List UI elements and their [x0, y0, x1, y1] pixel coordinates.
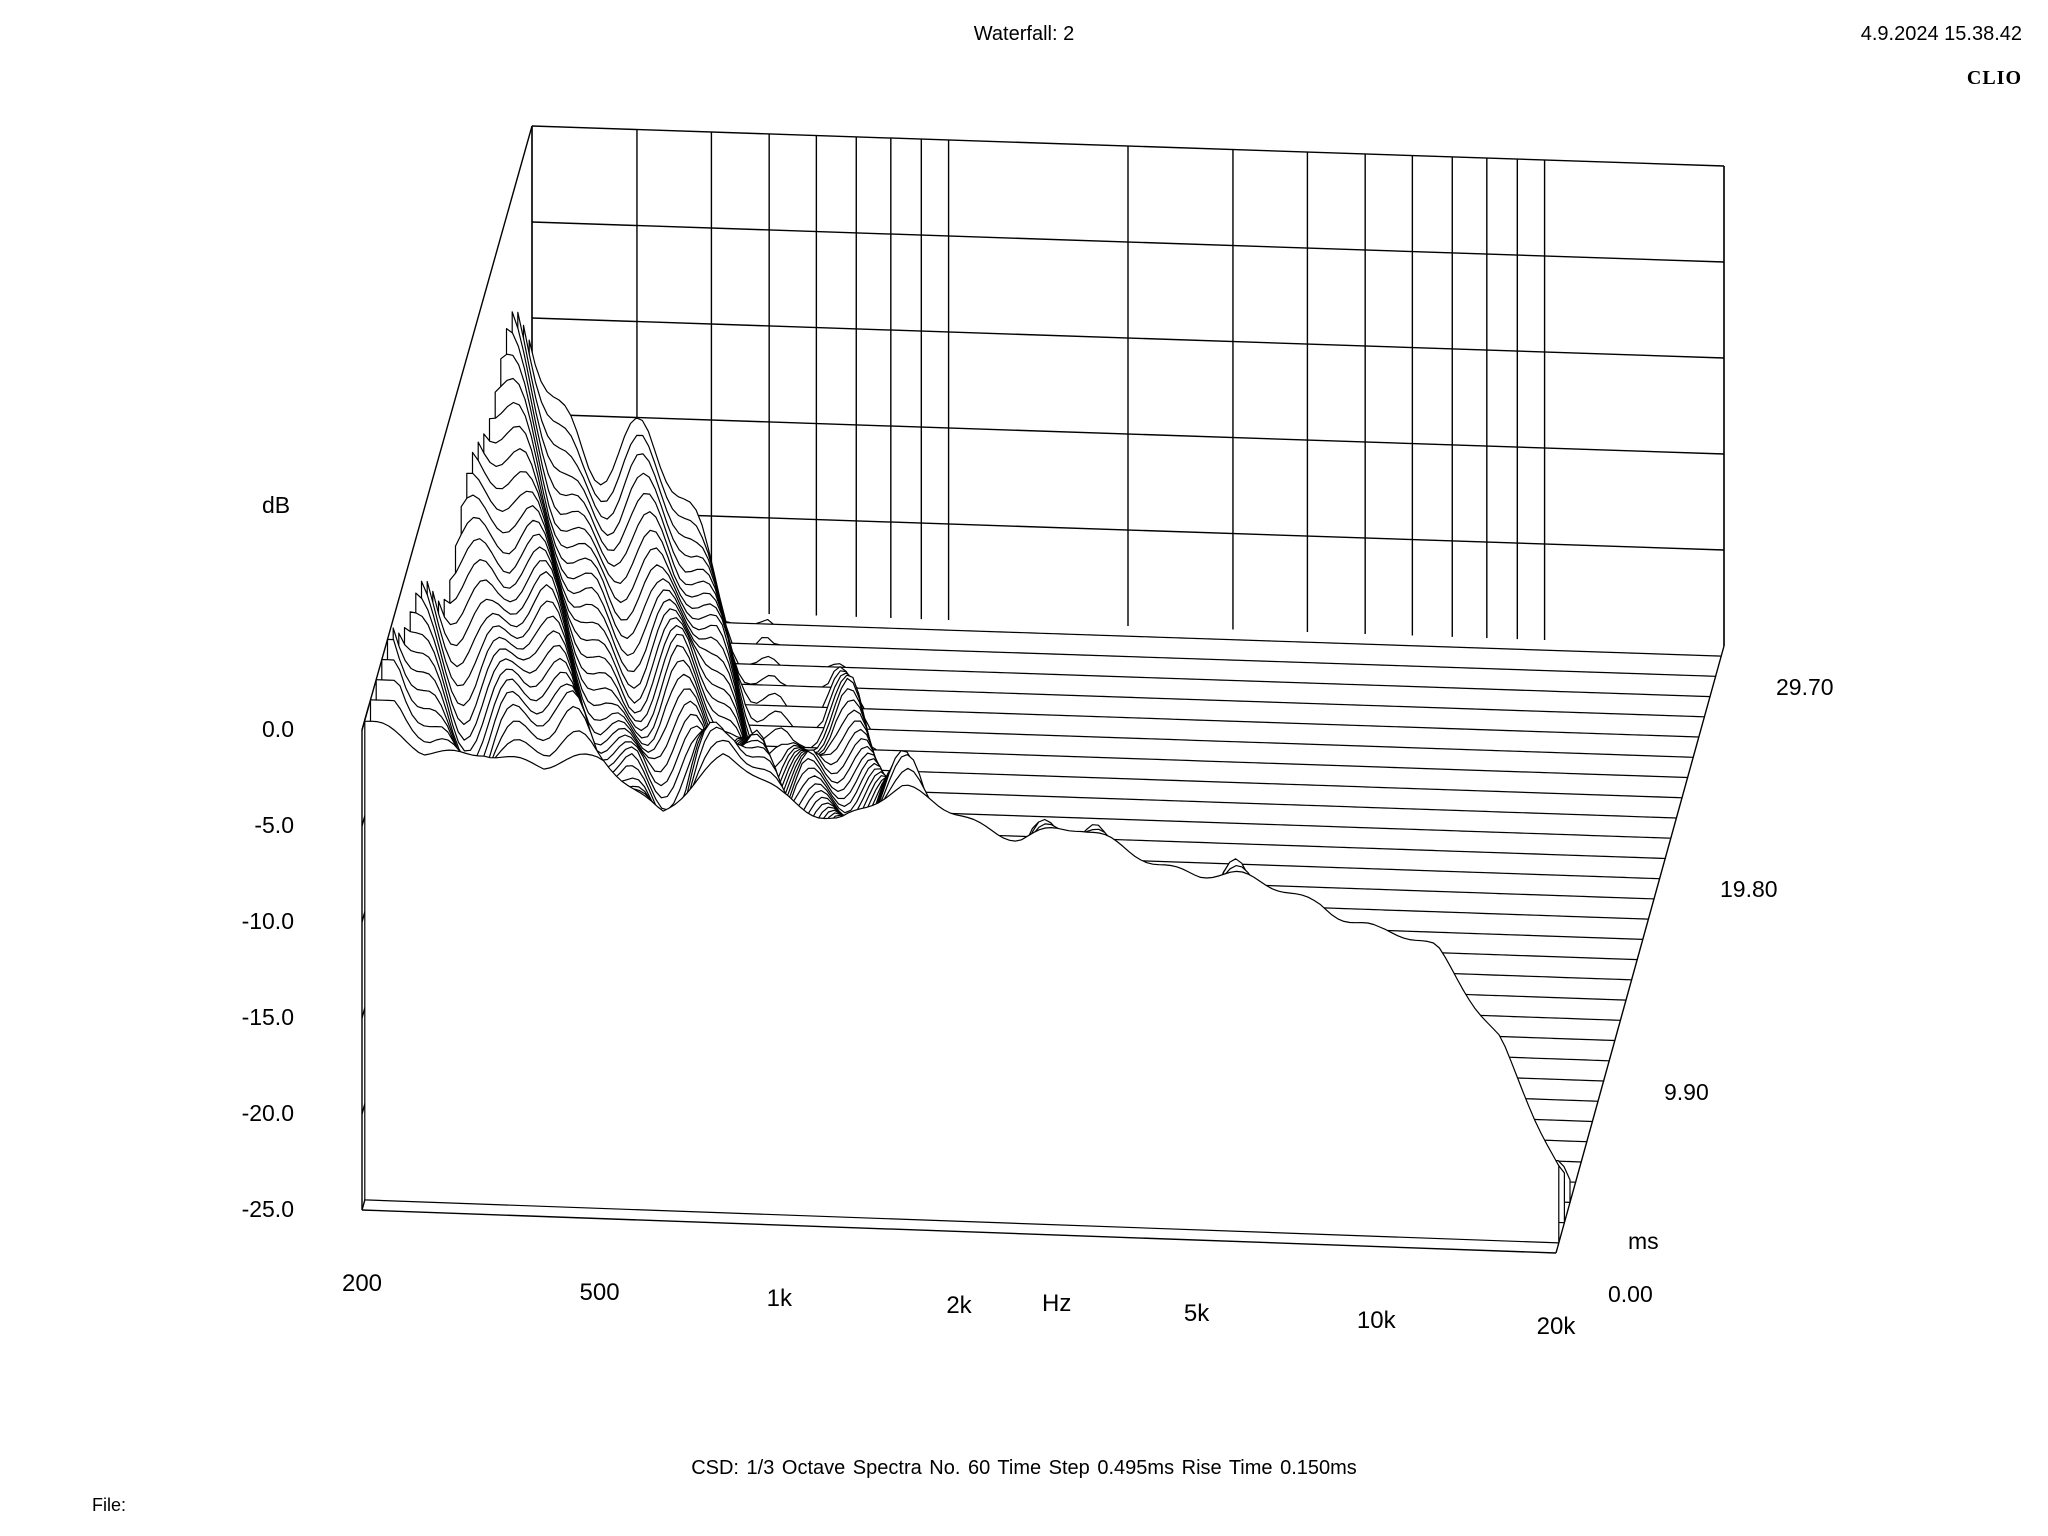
x-axis-line: [361, 1209, 1557, 1254]
file-label: File:: [92, 1495, 127, 1515]
chart-title: Waterfall: 2: [973, 23, 1075, 45]
spectra-curves: [364, 311, 1722, 1244]
back-db-gridline: [531, 317, 1725, 359]
left-top-edge: [361, 125, 533, 731]
timestamp: 4.9.2024 15.38.42: [1860, 23, 2022, 45]
y-tick-label: -5.0: [254, 812, 294, 838]
z-axis-unit: ms: [1628, 1228, 1659, 1254]
x-tick-label: 200: [341, 1270, 383, 1297]
y-tick-label: 0.0: [262, 716, 294, 742]
x-tick-label: 5k: [1183, 1300, 1210, 1328]
y-tick-label: -25.0: [241, 1196, 294, 1222]
y-tick-label: -10.0: [241, 908, 294, 934]
z-tick-label: 9.90: [1664, 1078, 1709, 1105]
back-db-gridline: [531, 413, 1725, 455]
y-tick-label: -20.0: [241, 1100, 294, 1126]
back-db-gridline: [531, 509, 1725, 551]
measurement-settings: CSD: 1/3 Octave Spectra No. 60 Time Step…: [691, 1457, 1357, 1479]
right-depth-edge: [1555, 645, 1725, 1254]
spectrum-curve: [364, 720, 1560, 1244]
x-tick-label: 20k: [1536, 1313, 1576, 1340]
y-tick: [361, 705, 370, 731]
x-axis-unit: Hz: [1042, 1290, 1072, 1317]
x-tick-label: 10k: [1356, 1306, 1396, 1334]
brand-logo: CLIO: [1966, 67, 2022, 89]
y-axis-unit: dB: [262, 492, 291, 518]
back-db-gridline: [531, 221, 1725, 263]
z-tick-label: 0.00: [1608, 1281, 1653, 1307]
x-tick-label: 1k: [766, 1285, 792, 1313]
z-tick-label: 29.70: [1776, 674, 1834, 700]
z-tick-label: 19.80: [1720, 876, 1778, 903]
x-tick-label: 500: [579, 1278, 620, 1306]
spectrum-curve: [528, 339, 1722, 657]
y-tick-label: -15.0: [241, 1004, 294, 1030]
x-tick-label: 2k: [946, 1291, 972, 1319]
